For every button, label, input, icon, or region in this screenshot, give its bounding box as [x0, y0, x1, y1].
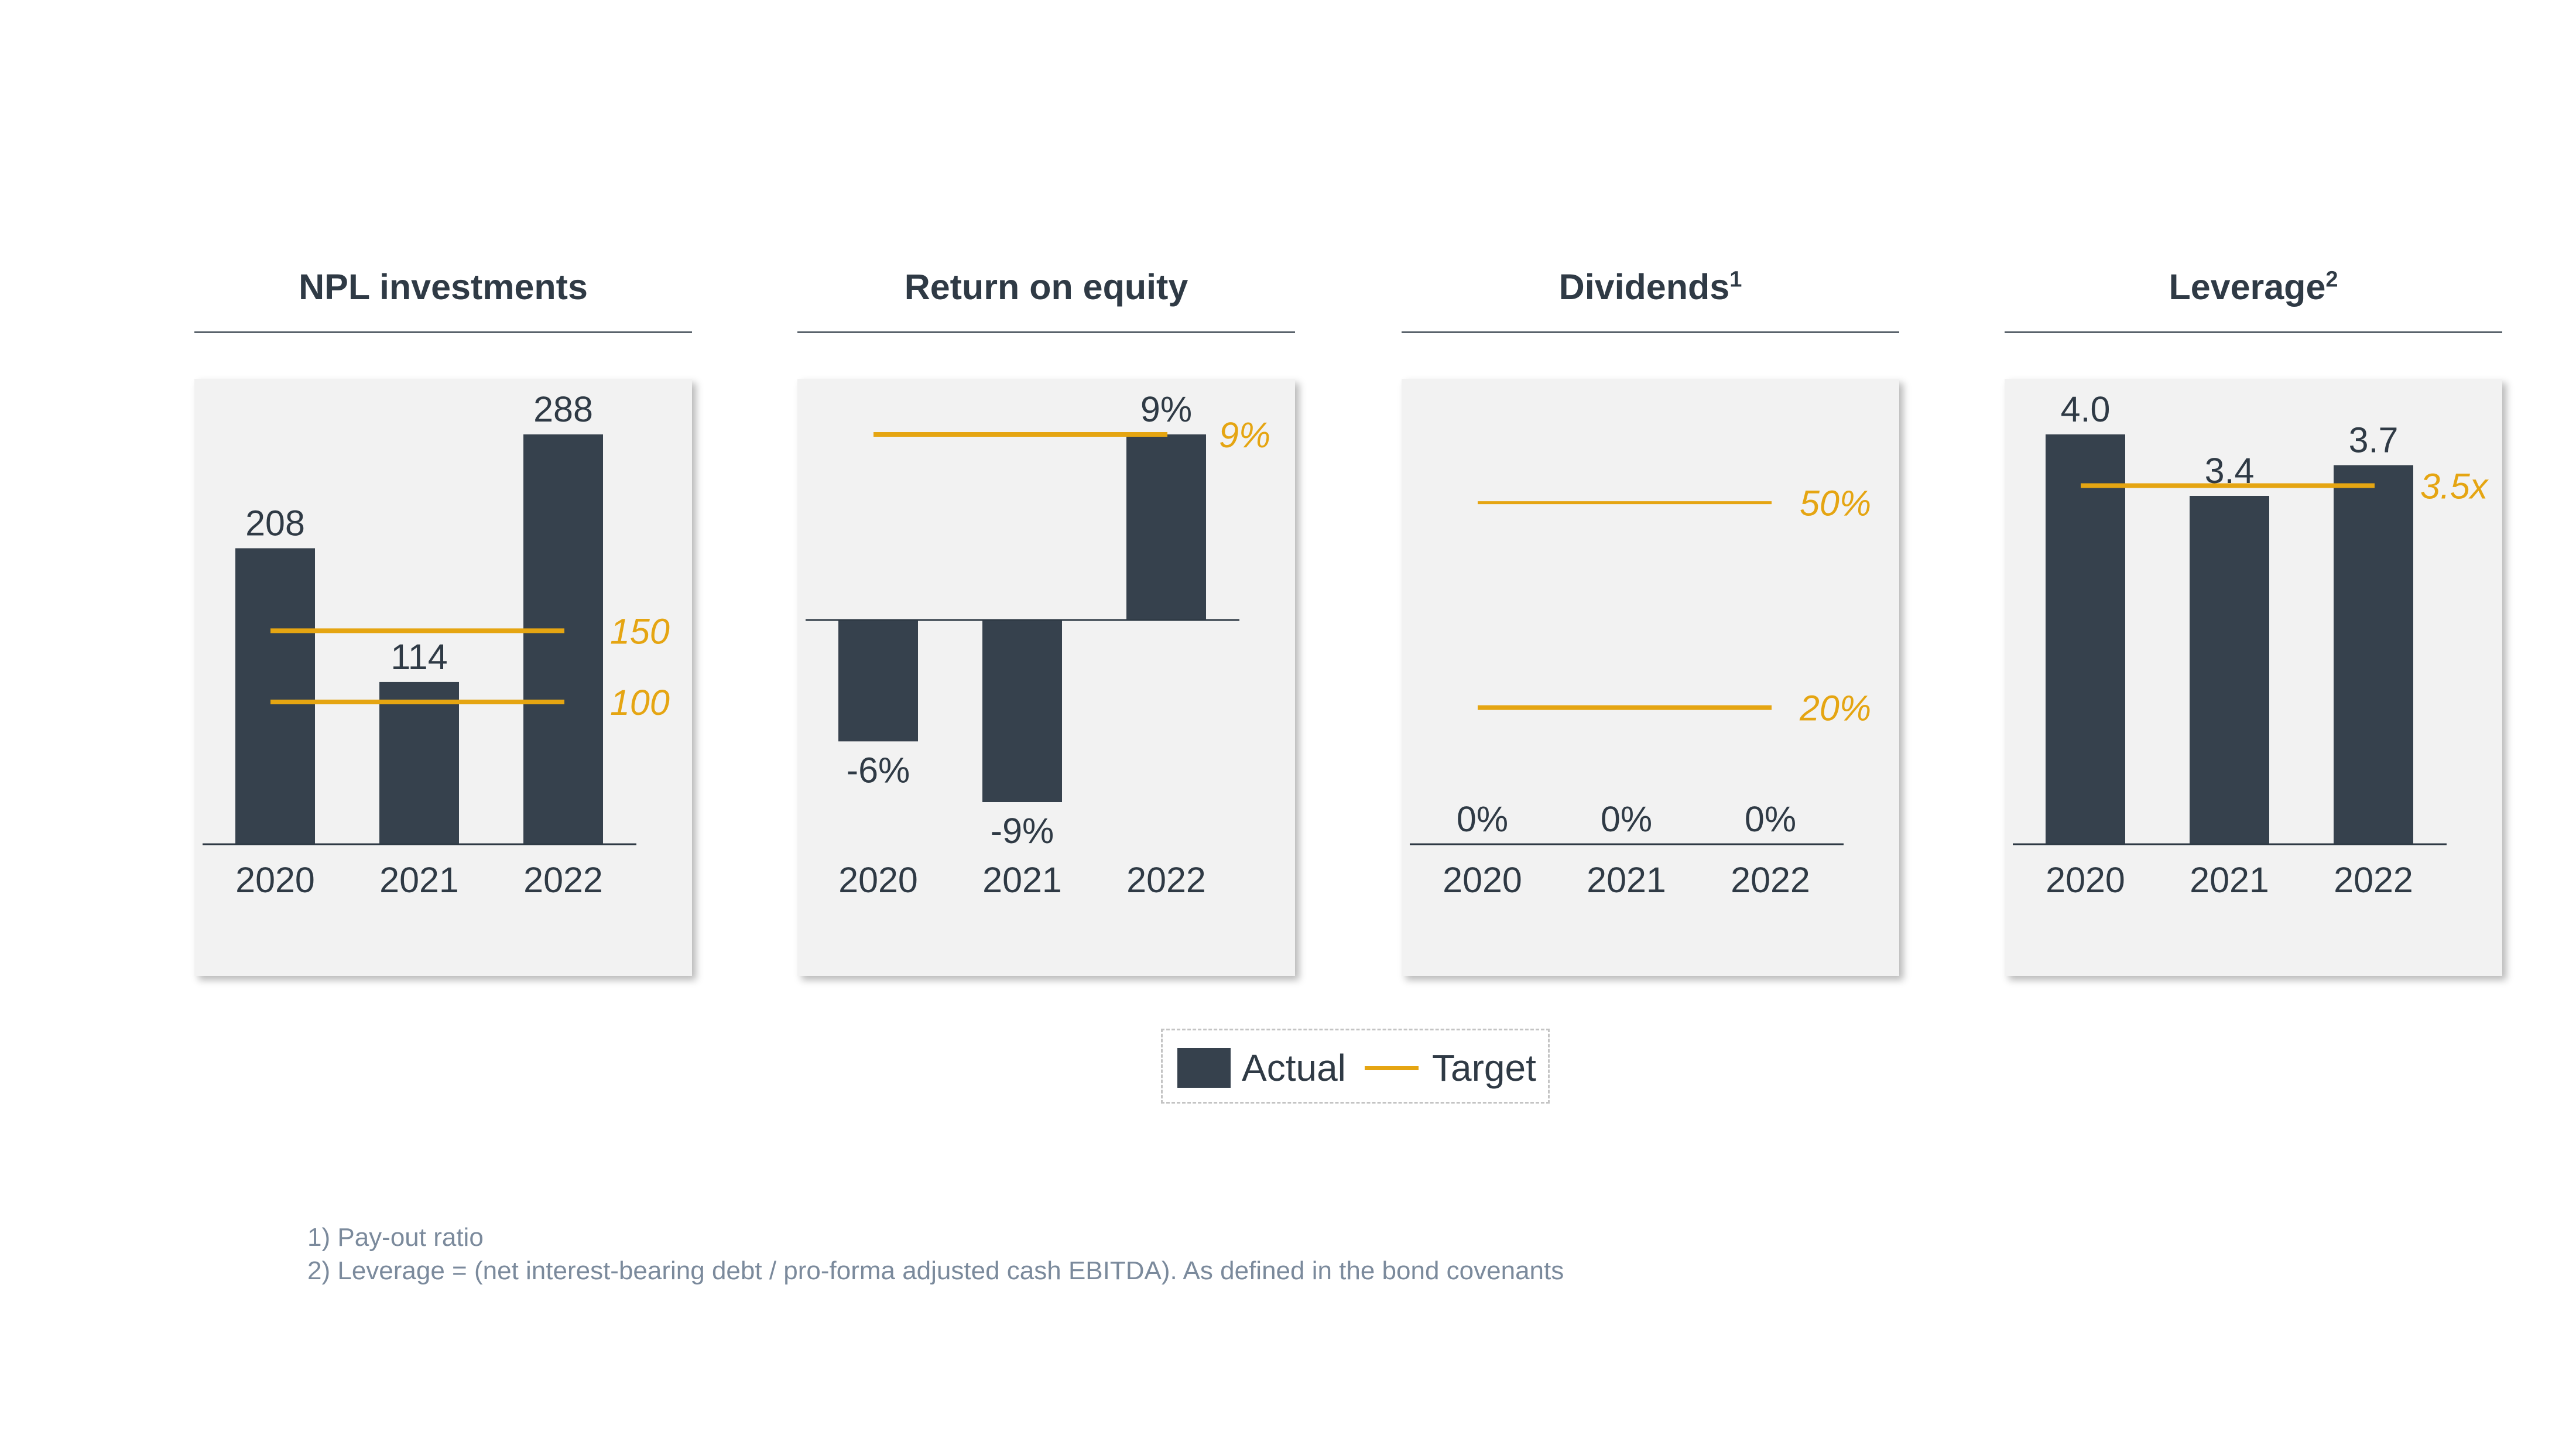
category-label: 2021: [982, 860, 1062, 900]
bar-2022: [2334, 465, 2413, 844]
footnotes: 1) Pay-out ratio 2) Leverage = (net inte…: [307, 1221, 1564, 1287]
bar-2021: [2190, 496, 2269, 844]
bar-2020: [235, 548, 315, 844]
bar-2020: [838, 620, 918, 742]
footnote-2: 2) Leverage = (net interest-bearing debt…: [307, 1256, 1564, 1285]
legend-target-line: [1365, 1066, 1419, 1070]
chart-panel-roe: -6% 2020 -9% 2021 9% 2022 9%: [797, 379, 1295, 976]
data-label: 0%: [1745, 799, 1796, 839]
legend: Actual Target: [1161, 1029, 1550, 1104]
data-label: 288: [533, 389, 593, 429]
data-label: 208: [245, 503, 305, 543]
data-label: 9%: [1140, 389, 1192, 429]
chart-title-roe: Return on equity: [904, 267, 1188, 307]
data-label: 114: [390, 637, 447, 677]
category-label: 2021: [1587, 860, 1666, 900]
chart-title-dividends: Dividends1: [1558, 267, 1742, 307]
chart-panel-dividends: 0% 2020 0% 2021 0% 2022 50% 20%: [1402, 379, 1899, 976]
data-label: 0%: [1601, 799, 1652, 839]
category-label: 2021: [2190, 860, 2269, 900]
category-label: 2022: [523, 860, 603, 900]
title-rule: [194, 331, 692, 333]
title-rule: [2005, 331, 2502, 333]
bar-2022: [523, 434, 603, 844]
footnote-1: 1) Pay-out ratio: [307, 1223, 484, 1252]
target-label: 50%: [1800, 484, 1871, 523]
title-rule: [1402, 331, 1899, 333]
target-label: 3.5x: [2420, 467, 2489, 506]
data-label: -9%: [991, 811, 1054, 851]
category-label: 2020: [235, 860, 315, 900]
category-label: 2022: [1126, 860, 1206, 900]
chart-panel-npl: 208 2020 114 2021 288 2022 150 100: [194, 379, 692, 976]
chart-title-leverage: Leverage2: [2169, 267, 2338, 307]
target-label: 20%: [1799, 688, 1871, 728]
data-label: 3.7: [2349, 420, 2399, 460]
category-label: 2022: [1731, 860, 1810, 900]
target-label: 9%: [1219, 415, 1270, 455]
data-label: 4.0: [2061, 389, 2111, 429]
target-label: 150: [610, 611, 670, 651]
bar-2020: [2046, 434, 2125, 844]
data-label: -6%: [847, 750, 910, 790]
category-label: 2020: [838, 860, 918, 900]
chart-title-npl: NPL investments: [299, 267, 588, 307]
data-label: 0%: [1457, 799, 1508, 839]
legend-actual-label: Actual: [1242, 1047, 1346, 1089]
npl-investments-chart: 208 2020 114 2021 288 2022 150 100: [203, 389, 670, 900]
legend-actual-swatch: [1177, 1048, 1231, 1088]
footnote-ref: 1: [1729, 267, 1742, 292]
category-label: 2020: [2046, 860, 2125, 900]
chart-panel-leverage: 4.0 2020 3.4 2021 3.7 2022 3.5x: [2005, 379, 2502, 976]
dividends-chart: 0% 2020 0% 2021 0% 2022 50% 20%: [1410, 484, 1871, 900]
bar-2022: [1126, 434, 1206, 620]
category-label: 2021: [379, 860, 459, 900]
title-rule: [797, 331, 1295, 333]
category-label: 2022: [2334, 860, 2413, 900]
footnote-ref: 2: [2325, 267, 2338, 292]
target-label: 100: [610, 683, 670, 722]
legend-target-label: Target: [1432, 1047, 1536, 1089]
bar-2021: [379, 681, 459, 844]
bar-2021: [982, 620, 1062, 802]
return-on-equity-chart: -6% 2020 -9% 2021 9% 2022 9%: [806, 389, 1270, 900]
category-label: 2020: [1443, 860, 1522, 900]
